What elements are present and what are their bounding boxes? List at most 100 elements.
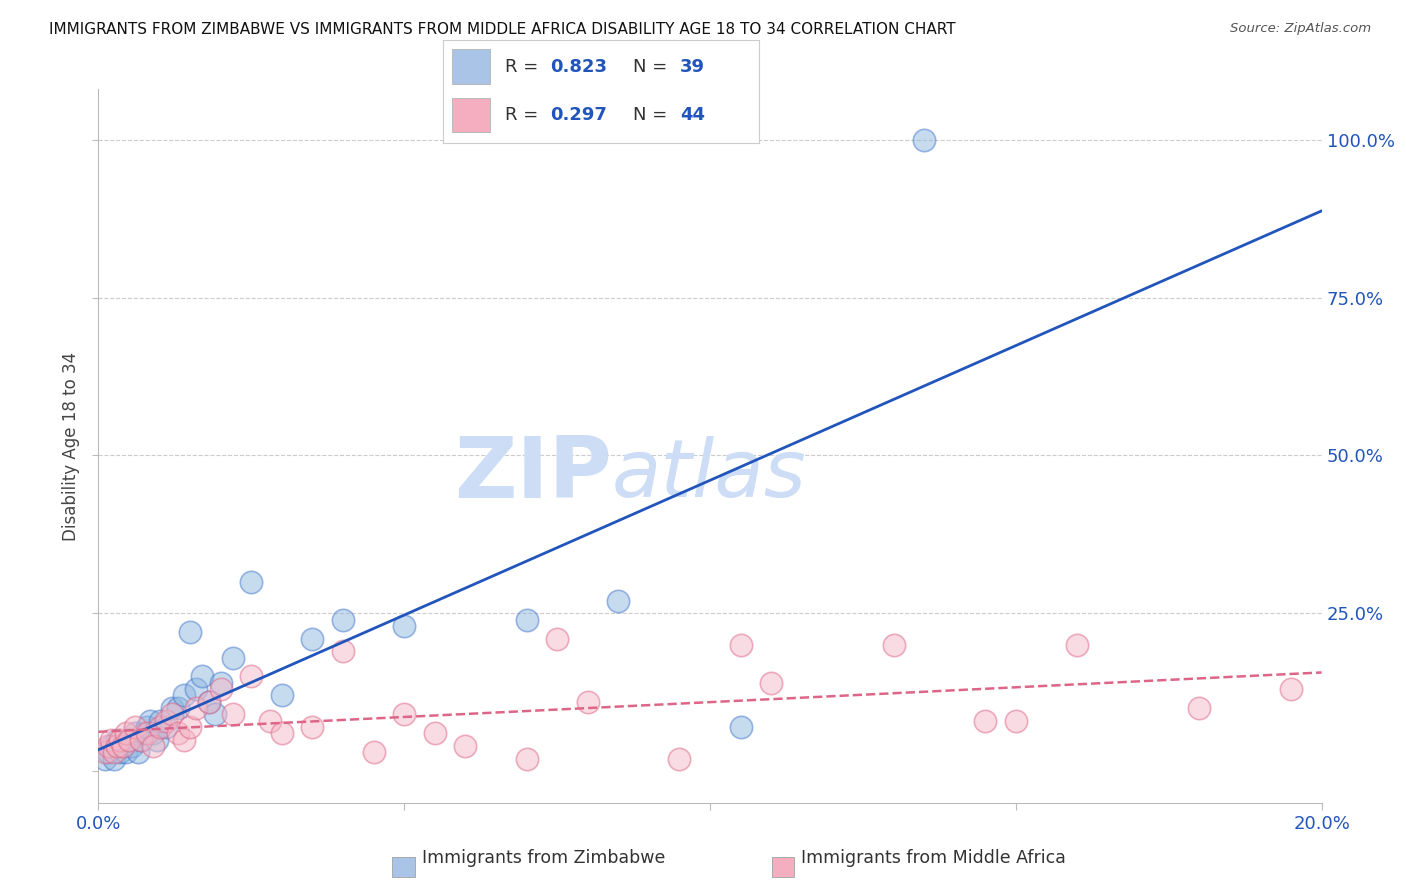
Point <box>136 720 159 734</box>
Point <box>197 695 219 709</box>
Point <box>1066 638 1088 652</box>
Point <box>129 732 152 747</box>
Point <box>108 732 131 747</box>
Text: 39: 39 <box>681 58 706 76</box>
Point <box>974 714 997 728</box>
Point <box>100 739 122 753</box>
Point <box>516 751 538 765</box>
Point <box>730 720 752 734</box>
Text: R =: R = <box>505 58 544 76</box>
Point <box>392 619 416 633</box>
Point <box>761 675 783 690</box>
Point <box>167 726 190 740</box>
Point <box>668 751 690 765</box>
Point <box>97 739 120 753</box>
Point <box>118 732 141 747</box>
Point <box>209 675 232 690</box>
Point <box>129 732 152 747</box>
Point <box>111 739 134 753</box>
FancyBboxPatch shape <box>453 49 491 84</box>
Point <box>883 638 905 652</box>
Text: N =: N = <box>633 106 672 124</box>
Point <box>1279 682 1302 697</box>
Point <box>93 745 115 759</box>
Text: R =: R = <box>505 106 544 124</box>
Point <box>145 732 167 747</box>
Text: 44: 44 <box>681 106 706 124</box>
Point <box>240 574 263 589</box>
Point <box>222 707 245 722</box>
Point <box>179 720 201 734</box>
Point <box>124 720 146 734</box>
Point <box>115 726 138 740</box>
Point <box>186 701 208 715</box>
Point <box>136 726 159 740</box>
Point <box>607 593 630 607</box>
Point <box>149 714 172 728</box>
Point <box>105 739 128 753</box>
Point <box>103 745 125 759</box>
Point <box>332 613 354 627</box>
Point <box>108 745 131 759</box>
Point <box>240 669 263 683</box>
Point <box>204 707 226 722</box>
Point <box>155 714 177 728</box>
Point <box>301 632 323 646</box>
Point <box>516 613 538 627</box>
Point <box>160 701 183 715</box>
Point <box>546 632 568 646</box>
Point <box>222 650 245 665</box>
Point <box>179 625 201 640</box>
Point <box>139 714 162 728</box>
Point <box>121 739 143 753</box>
Text: N =: N = <box>633 58 672 76</box>
FancyBboxPatch shape <box>453 97 491 132</box>
Point <box>160 707 183 722</box>
Point <box>209 682 232 697</box>
Point <box>118 732 141 747</box>
Point <box>100 732 122 747</box>
Y-axis label: Disability Age 18 to 34: Disability Age 18 to 34 <box>62 351 80 541</box>
Text: ZIP: ZIP <box>454 433 612 516</box>
Point <box>423 726 446 740</box>
Point <box>1004 714 1026 728</box>
Text: IMMIGRANTS FROM ZIMBABWE VS IMMIGRANTS FROM MIDDLE AFRICA DISABILITY AGE 18 TO 3: IMMIGRANTS FROM ZIMBABWE VS IMMIGRANTS F… <box>49 22 956 37</box>
Text: Immigrants from Middle Africa: Immigrants from Middle Africa <box>801 849 1066 867</box>
Point <box>142 739 165 753</box>
Point <box>259 714 281 728</box>
Point <box>111 739 134 753</box>
Point <box>105 732 128 747</box>
Text: 0.297: 0.297 <box>550 106 607 124</box>
Point <box>127 745 149 759</box>
Text: 0.823: 0.823 <box>550 58 607 76</box>
Point <box>97 745 120 759</box>
Point <box>173 732 195 747</box>
Point <box>270 726 294 740</box>
Point <box>173 689 195 703</box>
Point <box>270 689 294 703</box>
Point <box>363 745 385 759</box>
Point <box>186 682 208 697</box>
Point <box>912 133 935 147</box>
Point <box>454 739 477 753</box>
Point <box>301 720 323 734</box>
Point <box>392 707 416 722</box>
Text: atlas: atlas <box>612 435 807 514</box>
Text: Source: ZipAtlas.com: Source: ZipAtlas.com <box>1230 22 1371 36</box>
Point <box>134 726 156 740</box>
Point <box>142 726 165 740</box>
Point <box>730 638 752 652</box>
Point <box>1188 701 1211 715</box>
Point <box>124 726 146 740</box>
Point <box>191 669 214 683</box>
Point <box>167 701 190 715</box>
Point <box>103 751 125 765</box>
Point <box>576 695 599 709</box>
Text: Immigrants from Zimbabwe: Immigrants from Zimbabwe <box>422 849 665 867</box>
Point <box>332 644 354 658</box>
Point <box>93 751 115 765</box>
Point <box>197 695 219 709</box>
Point <box>149 720 172 734</box>
Point <box>155 720 177 734</box>
Point <box>115 745 138 759</box>
